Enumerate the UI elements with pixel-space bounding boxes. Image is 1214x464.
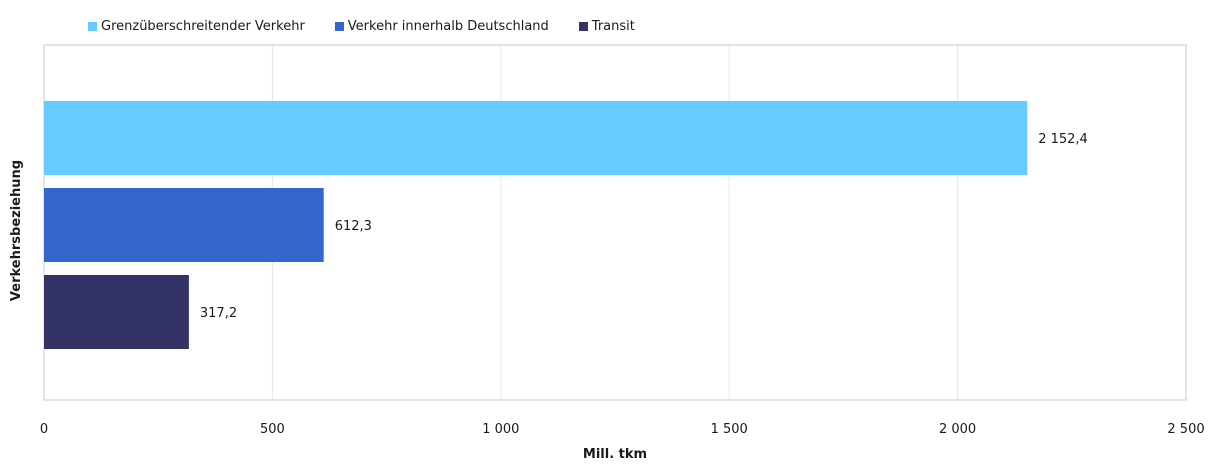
y-axis-title: Verkehrsbeziehung (9, 160, 24, 301)
x-tick-label: 500 (260, 422, 285, 437)
x-tick-label: 2 000 (939, 422, 976, 437)
bars: 2 152,4 612,3 317,2 (44, 101, 1088, 349)
legend-label-domestic: Verkehr innerhalb Deutschland (347, 18, 549, 34)
x-tick-label: 1 000 (482, 422, 519, 437)
x-tick-label: 1 500 (711, 422, 748, 437)
x-axis-title: Mill. tkm (583, 447, 647, 462)
bar-value-label: 317,2 (200, 306, 237, 321)
bar-value-label: 2 152,4 (1038, 132, 1088, 147)
legend-item-transit: Transit (578, 18, 635, 34)
bar (44, 188, 324, 262)
legend-label-transit: Transit (591, 18, 635, 34)
legend-swatch-transit (578, 21, 588, 31)
gridlines (271, 45, 959, 400)
x-tick-label: 2 500 (1167, 422, 1204, 437)
legend-label-cross-border: Grenzüberschreitender Verkehr (101, 18, 305, 34)
legend-item-domestic: Verkehr innerhalb Deutschland (334, 18, 549, 34)
bar-value-label: 612,3 (335, 219, 372, 234)
legend: Grenzüberschreitender Verkehr Verkehr in… (88, 16, 635, 36)
x-axis-ticks: 0 500 1 000 1 500 2 000 2 500 (40, 422, 1205, 437)
legend-swatch-domestic (334, 21, 344, 31)
legend-swatch-cross-border (88, 21, 97, 31)
bar (44, 275, 189, 349)
legend-item-cross-border: Grenzüberschreitender Verkehr (88, 19, 305, 34)
bar (44, 101, 1028, 175)
x-tick-label: 0 (40, 422, 48, 437)
